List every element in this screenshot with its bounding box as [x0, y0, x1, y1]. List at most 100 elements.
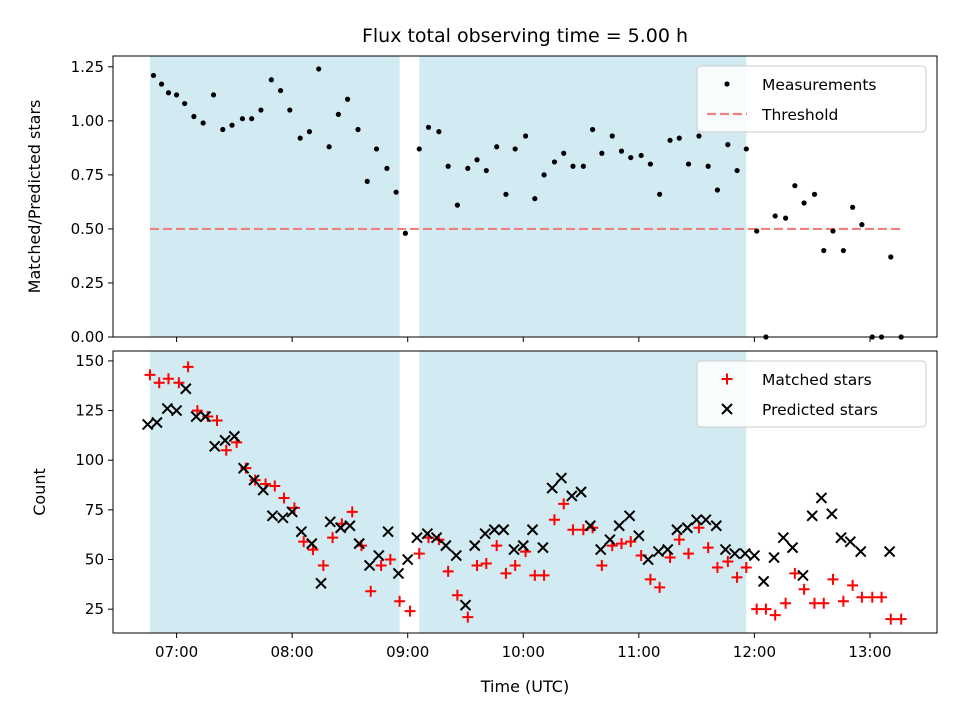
matched-point: [404, 605, 416, 617]
predicted-point: [141, 418, 154, 431]
x-tick-label: 07:00: [155, 643, 198, 661]
predicted-point: [334, 522, 347, 534]
legend-marker: [724, 81, 730, 87]
matched-point: [375, 559, 387, 571]
matched-point: [702, 542, 714, 554]
predicted-point: [469, 539, 481, 552]
predicted-point: [719, 543, 732, 556]
predicted-point: [710, 520, 722, 532]
y-tick-label: 100: [75, 451, 104, 469]
predicted-point: [806, 510, 818, 522]
measurement-point: [638, 152, 644, 159]
predicted-point: [844, 535, 857, 548]
measurement-point: [743, 146, 749, 152]
measurement-point: [220, 126, 226, 133]
measurement-point: [465, 165, 471, 171]
measurement-point: [561, 150, 567, 156]
series-predicted-stars: [141, 383, 896, 611]
matched-point: [442, 565, 454, 577]
matched-point: [144, 369, 156, 381]
measurement-point: [268, 77, 274, 83]
measurement-point: [512, 146, 518, 152]
y-tick-label: 1.00: [71, 112, 104, 130]
y-axis-label: Matched/Predicted stars: [25, 100, 44, 294]
matched-point: [211, 415, 223, 427]
matched-point: [220, 444, 232, 456]
ratio-panel: 0.00 0.25 0.50 0.75 1.00 1.25 Matched/Predicte…: [25, 55, 938, 346]
plot-frame: [112, 350, 938, 634]
predicted-point: [604, 533, 616, 546]
measurement-point: [210, 92, 217, 98]
predicted-point: [180, 383, 192, 395]
measurement-point: [647, 161, 653, 167]
matched-point: [162, 373, 174, 385]
legend-marker: [721, 373, 733, 385]
predicted-point: [517, 539, 529, 552]
measurement-point: [792, 183, 798, 189]
predicted-point: [430, 531, 443, 544]
measurement-point: [772, 213, 778, 219]
predicted-point: [306, 537, 318, 550]
measurement-point: [551, 159, 558, 165]
y-tick-label: 75: [85, 501, 104, 519]
measurement-point: [580, 163, 586, 169]
matched-point: [413, 548, 425, 560]
predicted-point: [248, 474, 260, 486]
matched-point: [827, 573, 839, 585]
y-tick-label: 0.00: [71, 328, 104, 346]
matched-point: [885, 613, 897, 625]
measurement-point: [532, 196, 538, 202]
predicted-point: [315, 577, 327, 590]
data-points: [141, 361, 907, 625]
predicted-point: [537, 541, 549, 554]
x-axis-label: Time (UTC): [480, 677, 569, 696]
matched-point: [751, 603, 763, 615]
y-tick-label: 0.75: [71, 166, 104, 184]
measurement-point: [436, 129, 442, 135]
measurement-point: [173, 92, 180, 98]
observing-interval-band: [149, 351, 400, 633]
matched-point: [664, 552, 676, 564]
predicted-point: [353, 537, 365, 550]
matched-point: [683, 548, 695, 560]
x-tick-label: 09:00: [386, 643, 429, 661]
predicted-point: [681, 522, 694, 534]
y-tick-label: 150: [75, 352, 104, 370]
matched-point: [491, 540, 503, 552]
predicted-point: [835, 531, 847, 544]
matched-point: [384, 554, 396, 566]
predicted-point: [555, 472, 568, 484]
legend-box: [696, 360, 927, 428]
matched-point: [644, 573, 656, 585]
predicted-point: [190, 410, 202, 423]
measurement-point: [541, 172, 547, 178]
measurement-point: [158, 81, 165, 87]
matched-point: [471, 559, 483, 571]
measurement-point: [811, 191, 818, 197]
matched-point: [693, 522, 705, 534]
measurement-point: [200, 120, 206, 126]
matched-point: [789, 567, 801, 579]
predicted-point: [401, 553, 414, 566]
predicted-point: [373, 549, 385, 562]
measurement-point: [503, 191, 509, 197]
predicted-point: [700, 514, 712, 526]
predicted-point: [855, 545, 867, 558]
matched-point: [673, 534, 685, 546]
measurement-point: [373, 146, 380, 152]
legend: Matched stars Predicted stars: [696, 360, 927, 428]
legend-marker: [721, 403, 733, 415]
predicted-point: [613, 520, 625, 532]
predicted-point: [777, 531, 790, 544]
x-tick-label: 12:00: [733, 643, 776, 661]
predicted-point: [642, 553, 654, 566]
measurement-point: [840, 247, 846, 254]
measurement-point: [345, 96, 351, 102]
predicted-point: [546, 482, 558, 494]
predicted-point: [883, 545, 896, 558]
predicted-point: [161, 402, 174, 415]
predicted-point: [729, 547, 741, 560]
predicted-point: [594, 543, 607, 556]
matched-point: [876, 591, 888, 603]
measurement-point: [754, 228, 760, 234]
